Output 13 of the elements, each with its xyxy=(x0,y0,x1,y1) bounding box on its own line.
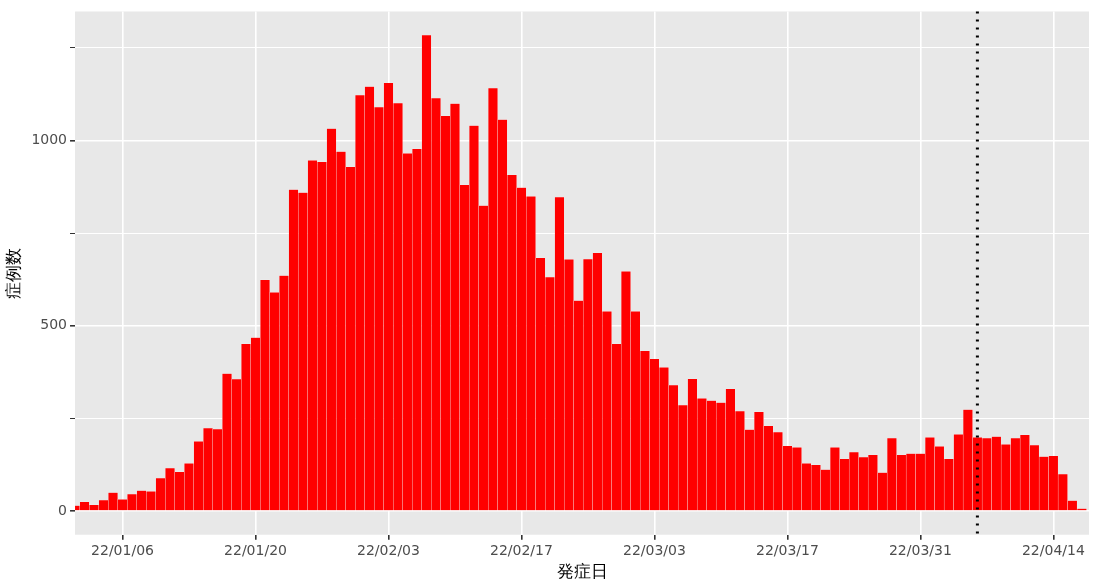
x-tick-label: 22/02/03 xyxy=(357,541,420,558)
y-tick-label: 0 xyxy=(58,501,68,518)
x-tick-label: 22/03/17 xyxy=(755,541,819,558)
y-axis-title: 症例数 xyxy=(2,247,23,299)
x-tick-label: 22/03/31 xyxy=(888,541,952,558)
x-tick-label: 22/04/14 xyxy=(1021,541,1085,558)
x-axis-title: 発症日 xyxy=(556,561,608,582)
y-tick-label: 500 xyxy=(40,316,68,333)
x-tick-label: 22/01/20 xyxy=(224,541,287,558)
x-tick-label: 22/02/17 xyxy=(490,541,553,558)
y-tick-label: 1000 xyxy=(31,131,68,148)
x-tick-label: 22/03/03 xyxy=(623,541,686,558)
x-tick-label: 22/01/06 xyxy=(91,541,155,558)
